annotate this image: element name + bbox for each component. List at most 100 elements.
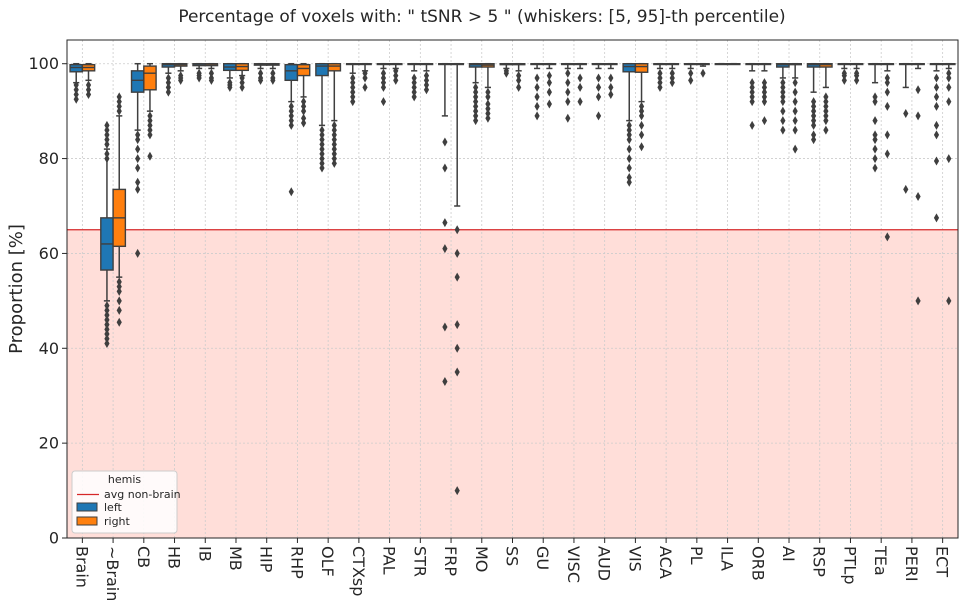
outlier-point (595, 73, 602, 83)
outlier-point (319, 139, 325, 149)
outlier-point (884, 130, 890, 140)
outlier-point (116, 92, 122, 102)
outlier-point (454, 320, 460, 330)
outlier-point (761, 92, 768, 102)
outlier-point (135, 144, 141, 154)
outlier-point (104, 139, 110, 149)
outlier-point (534, 111, 540, 121)
y-tick-label: 40 (39, 339, 59, 358)
outlier-point (331, 130, 337, 140)
box-HIP-right (266, 62, 280, 85)
x-tick-label-MB: MB (226, 546, 245, 571)
outlier-point (810, 120, 817, 130)
plot-frame (66, 39, 959, 539)
legend-swatch-right (76, 516, 98, 526)
outlier-point (393, 66, 399, 76)
y-tick-label: 60 (39, 244, 59, 263)
box-AI-right (788, 62, 803, 154)
box-PTLp-left (837, 62, 852, 85)
outlier-point (933, 213, 940, 223)
outlier-point (350, 78, 356, 88)
outlier-point (393, 75, 399, 85)
outlier-point (350, 92, 356, 102)
outlier-point (780, 116, 786, 126)
outlier-point (104, 120, 110, 130)
box-VISC-left (560, 62, 575, 123)
box-~Brain-left (100, 120, 114, 349)
box-TEa-right (880, 62, 895, 242)
chart-title: Percentage of voxels with: " tSNR > 5 " … (178, 7, 785, 27)
outlier-point (669, 78, 675, 88)
outlier-point (823, 125, 829, 135)
outlier-point (915, 85, 921, 95)
outlier-point (300, 106, 307, 116)
outlier-point (823, 97, 829, 107)
outlier-point (319, 149, 325, 159)
box-ORB-left (745, 62, 759, 130)
legend-entry: right (104, 515, 131, 528)
outlier-point (841, 68, 847, 78)
x-tick-label-GU: GU (533, 546, 552, 570)
outlier-point (608, 73, 614, 83)
box-PERI-left (898, 62, 913, 194)
outlier-point (104, 315, 110, 325)
outlier-point (135, 184, 141, 194)
box-SS-left (499, 62, 514, 78)
outlier-point (884, 73, 890, 83)
x-tick-label-VISC: VISC (564, 546, 583, 583)
x-tick-label-PL: PL (687, 546, 706, 565)
box-iqr (819, 63, 833, 68)
outlier-point (196, 68, 202, 78)
box-RSP-left (806, 62, 821, 145)
outlier-point (165, 82, 171, 92)
box-iqr (296, 63, 311, 77)
outlier-point (810, 101, 817, 111)
x-tick-label-VIS: VIS (625, 546, 644, 572)
box-iqr (143, 65, 157, 91)
box-iqr (130, 70, 145, 93)
outlier-point (546, 78, 552, 88)
outlier-point (104, 339, 110, 349)
outlier-point (485, 113, 491, 123)
box-ECT-right (941, 62, 956, 306)
outlier-point (884, 78, 890, 88)
outlier-point (411, 73, 417, 83)
box-VIS-right (634, 62, 649, 152)
outlier-point (595, 92, 602, 102)
outlier-point (534, 92, 540, 102)
outlier-point (854, 75, 860, 85)
outlier-point (473, 97, 479, 107)
box-OLF-left (315, 62, 329, 173)
outlier-point (669, 68, 675, 78)
outlier-point (288, 120, 294, 130)
y-tick-label: 0 (49, 529, 59, 548)
x-tick-label-AI: AI (779, 546, 798, 562)
outlier-point (239, 82, 245, 92)
outlier-point (473, 92, 479, 102)
y-tick-label: 80 (39, 149, 59, 168)
outlier-point (300, 97, 307, 107)
y-tick-label: 20 (39, 434, 59, 453)
x-tick-label-PTLp: PTLp (840, 546, 859, 585)
box-ACA-left (653, 62, 667, 92)
outlier-point (638, 111, 645, 121)
outlier-point (319, 130, 325, 140)
x-tick-label-ECT: ECT (933, 546, 952, 577)
outlier-point (565, 97, 571, 107)
outlier-point (638, 120, 645, 130)
outlier-point (485, 92, 491, 102)
box-ACA-right (665, 62, 680, 88)
outlier-point (331, 149, 337, 159)
outlier-point (626, 163, 632, 173)
outlier-point (946, 82, 952, 92)
outlier-point (626, 177, 632, 187)
outlier-point (165, 87, 171, 97)
outlier-point (362, 68, 368, 78)
outlier-point (104, 135, 110, 145)
outlier-point (147, 116, 153, 126)
outlier-point (380, 97, 387, 107)
outlier-point (319, 125, 325, 135)
box-GU-left (530, 62, 544, 121)
outlier-point (319, 154, 325, 164)
outlier-point (933, 92, 940, 102)
